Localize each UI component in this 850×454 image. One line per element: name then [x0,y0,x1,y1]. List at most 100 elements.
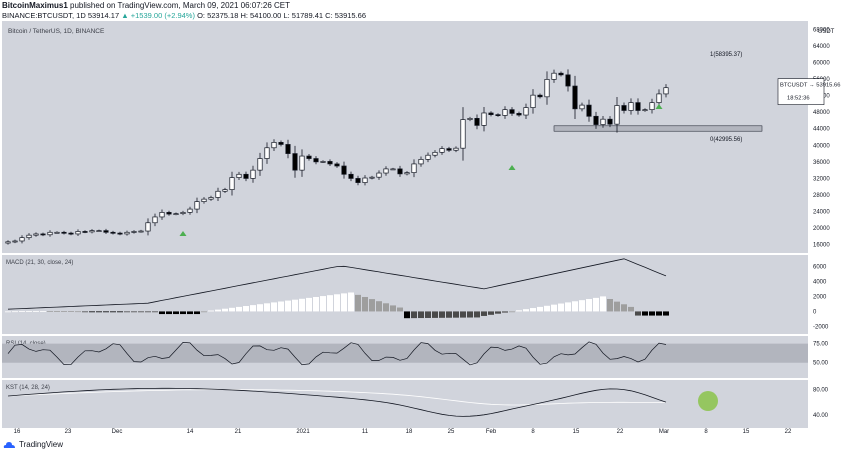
author-name[interactable]: BitcoinMaximus1 [2,1,68,10]
candle [446,148,452,151]
macd-histogram-bar [418,311,424,319]
candle [495,114,501,116]
macd-histogram-bar [474,311,480,318]
candle [159,212,165,218]
macd-histogram-bar [593,297,599,312]
candle [516,113,522,116]
candle [173,213,179,215]
candle [306,155,312,159]
x-tick-label: 8 [704,429,708,435]
candle [243,173,249,179]
candle [432,151,438,156]
candle [404,172,410,175]
candle [628,102,634,111]
price-tick-label: 36000 [813,160,830,166]
macd-histogram-bar [313,296,319,312]
x-tick-label: 21 [235,429,242,435]
candle [488,112,494,115]
candle [75,231,81,235]
candle [124,231,130,235]
x-tick-label: 16 [14,429,21,435]
chart-title: Bitcoin / TetherUS, 1D, BINANCE [8,28,105,35]
candle [264,147,270,159]
publisher-line: BitcoinMaximus1 published on TradingView… [2,1,290,10]
candle [327,161,333,165]
candle [5,241,11,244]
x-tick-label: 15 [743,429,750,435]
candle [418,159,424,165]
price-tick-label: 28000 [813,193,830,199]
macd-histogram-bar [502,311,508,313]
macd-histogram-bar [362,296,368,312]
x-tick-label: 2021 [296,429,310,435]
candle [61,231,67,234]
high-value: H: 54100.00 [240,11,282,20]
candle [579,104,585,110]
tradingview-logo[interactable]: TradingView [3,440,63,449]
macd-histogram-bar [621,304,627,312]
macd-histogram-bar [488,311,494,315]
macd-histogram-bar [271,302,277,312]
candle [649,102,655,111]
candle [586,104,592,117]
macd-histogram-bar [327,295,333,312]
candle [565,74,571,87]
candle [607,118,613,125]
candle [40,233,46,236]
kst-signal-line [7,389,666,406]
rsi-tick-label: 50.00 [813,361,829,367]
macd-tick-label: 6000 [813,264,827,270]
macd-tick-label: -2000 [813,324,829,330]
price-tick-label: 32000 [813,176,830,182]
macd-histogram-bar [54,311,60,312]
candle [537,94,543,98]
price-tick-label: 20000 [813,226,830,232]
candle [138,230,144,233]
candle [299,155,305,171]
last-price-tag [777,78,825,105]
candle [467,118,473,120]
candle [145,222,151,232]
candle [439,148,445,153]
macd-tick-label: 4000 [813,279,827,285]
price-tick-label: 60000 [813,60,830,66]
ohlc-line: BINANCE:BTCUSDT, 1D 53914.17 ▲ +1539.00 … [2,11,366,20]
candle [509,109,515,114]
macd-histogram-bar [145,311,151,313]
candle [68,232,74,235]
candle [236,173,242,178]
macd-histogram-bar [138,311,144,313]
candle [110,231,116,234]
x-tick-label: 8 [531,429,535,435]
candle [572,85,578,110]
x-tick-label: 23 [65,429,72,435]
macd-histogram-bar [124,311,130,313]
macd-histogram-bar [467,311,473,318]
candle [117,232,123,235]
macd-histogram-bar [348,292,354,312]
price-tick-label: 68000 [813,27,830,33]
macd-histogram-bar [40,310,46,312]
x-tick-label: 11 [362,429,369,435]
macd-histogram-bar [572,301,578,312]
kst-line [7,387,667,417]
macd-histogram-bar [292,299,298,312]
macd-histogram-bar [173,311,179,315]
chart-area[interactable]: 1600020000240002800032000360004000044000… [0,21,850,439]
candle [285,144,291,154]
candle [166,212,172,215]
x-tick-label: 22 [785,429,792,435]
x-tick-label: 22 [617,429,624,435]
macd-histogram-bar [509,311,515,313]
candle [635,102,641,111]
candle [26,234,32,239]
low-value: L: 51789.41 [283,11,324,20]
candle [362,177,368,183]
macd-histogram-bar [194,311,200,315]
candle [320,161,326,163]
candle [390,168,396,171]
macd-histogram-bar [250,305,256,312]
price-tick-label: 48000 [813,110,830,116]
macd-histogram-bar [404,311,410,319]
macd-histogram-bar [19,311,25,312]
